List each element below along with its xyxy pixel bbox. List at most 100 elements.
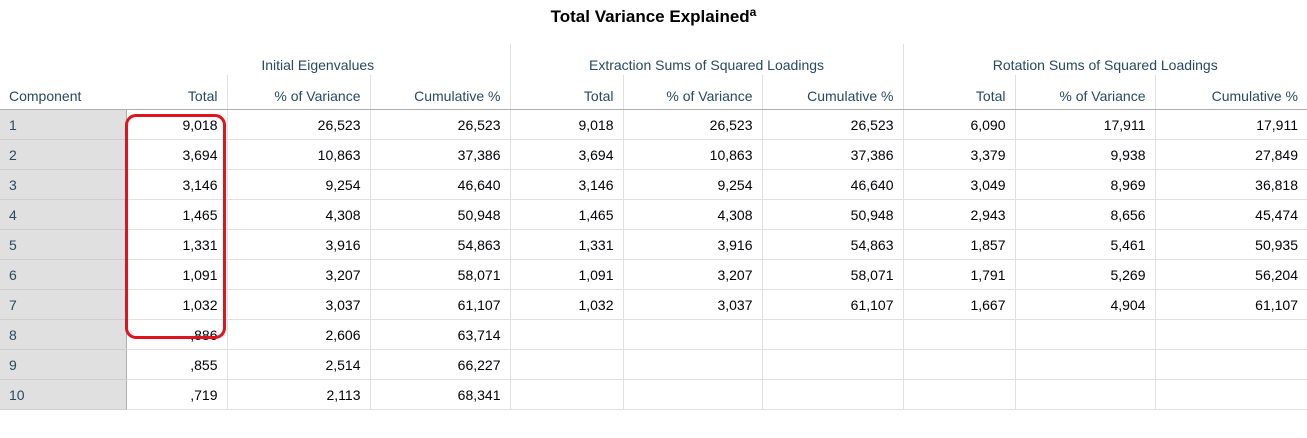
table-cell: 4,904 <box>1014 289 1155 320</box>
table-title: Total Variance Explaineda <box>0 4 1307 30</box>
table-cell: 3,037 <box>226 289 370 320</box>
table-cell: 61,107 <box>369 289 510 320</box>
table-cell <box>1014 349 1155 380</box>
table-cell: 54,863 <box>369 229 510 260</box>
table-row: 1 9,018 26,523 26,523 9,018 26,523 26,523 6,090… <box>0 109 1307 140</box>
table-cell: 26,523 <box>761 109 903 140</box>
group-header-extraction: Extraction Sums of Squared Loadings <box>509 44 903 75</box>
table-cell <box>761 379 903 410</box>
row-label-cell: 3 <box>0 169 126 200</box>
table-cell: 1,667 <box>902 289 1015 320</box>
table-cell: 37,386 <box>369 139 510 170</box>
table-cell: 9,018 <box>509 109 623 140</box>
table-row: 10,719 2,113 68,341 <box>0 379 1307 410</box>
table-cell <box>1154 349 1307 380</box>
table-cell <box>761 349 903 380</box>
table-cell <box>622 319 762 350</box>
table-body: 1 9,018 26,523 26,523 9,018 26,523 26,523 6,090… <box>0 109 1307 410</box>
table-cell <box>1154 319 1307 350</box>
table-cell: 66,227 <box>369 349 510 380</box>
table-title-text: Total Variance Explained <box>550 7 750 26</box>
table-cell: 3,379 <box>902 139 1015 170</box>
variance-table: Initial Eigenvalues Extraction Sums of S… <box>0 44 1307 410</box>
table-cell: 63,714 <box>369 319 510 350</box>
table-cell: 9,938 <box>1014 139 1155 170</box>
table-cell: 6,090 <box>902 109 1015 140</box>
table-cell: 5,461 <box>1014 229 1155 260</box>
table-cell: 50,948 <box>761 199 903 230</box>
table-cell: 4,308 <box>622 199 762 230</box>
table-cell: 50,935 <box>1154 229 1307 260</box>
group-header-row: Initial Eigenvalues Extraction Sums of S… <box>0 44 1307 75</box>
table-cell: 17,911 <box>1154 109 1307 140</box>
row-label-cell: 4 <box>0 199 126 230</box>
table-cell: 17,911 <box>1014 109 1155 140</box>
table-cell: 54,863 <box>761 229 903 260</box>
corner-cell <box>0 44 126 75</box>
table-cell <box>509 379 623 410</box>
table-cell: 26,523 <box>226 109 370 140</box>
table-cell <box>1154 379 1307 410</box>
table-cell: 50,948 <box>369 199 510 230</box>
table-cell: 8,969 <box>1014 169 1155 200</box>
table-cell: 3,916 <box>622 229 762 260</box>
table-cell: 2,113 <box>226 379 370 410</box>
sub-header-row: Component Total % of Variance Cumulative… <box>0 75 1307 110</box>
table-cell <box>902 379 1015 410</box>
table-cell <box>622 379 762 410</box>
group-header-rotation: Rotation Sums of Squared Loadings <box>902 44 1307 75</box>
column-header: Cumulative % <box>369 75 510 110</box>
table-cell: 26,523 <box>622 109 762 140</box>
column-header: % of Variance <box>622 75 762 110</box>
table-cell <box>902 349 1015 380</box>
table-cell: 4,308 <box>226 199 370 230</box>
table-cell: 1,091 <box>509 259 623 290</box>
table-cell: 2,514 <box>226 349 370 380</box>
table-cell: 5,269 <box>1014 259 1155 290</box>
table-cell: 3,916 <box>226 229 370 260</box>
table-cell <box>902 319 1015 350</box>
column-header: Total <box>902 75 1015 110</box>
row-label-cell: 5 <box>0 229 126 260</box>
table-cell: 45,474 <box>1154 199 1307 230</box>
table-cell: 58,071 <box>369 259 510 290</box>
table-header: Initial Eigenvalues Extraction Sums of S… <box>0 44 1307 110</box>
column-header: Total <box>509 75 623 110</box>
title-footnote-marker: a <box>749 5 757 19</box>
table-cell: 9,018 <box>125 109 227 140</box>
table-cell <box>509 319 623 350</box>
table-cell: 27,849 <box>1154 139 1307 170</box>
table-cell <box>1014 379 1155 410</box>
column-header: Total <box>126 75 227 110</box>
table-row: 5 1,331 3,916 54,863 1,331 3,916 54,863 1,857 5,… <box>0 229 1307 260</box>
table-cell: 68,341 <box>369 379 510 410</box>
row-label-cell: 6 <box>0 259 126 290</box>
table-cell: 3,694 <box>509 139 623 170</box>
table-row: 7 1,032 3,037 61,107 1,032 3,037 61,107 1,667 4,… <box>0 289 1307 320</box>
table-cell: 37,386 <box>761 139 903 170</box>
column-header: Cumulative % <box>761 75 903 110</box>
table-cell: 3,207 <box>226 259 370 290</box>
table-cell: 1,857 <box>902 229 1015 260</box>
table-cell: ,719 <box>125 379 227 410</box>
table-cell: 3,207 <box>622 259 762 290</box>
table-cell <box>761 319 903 350</box>
table-cell: 8,656 <box>1014 199 1155 230</box>
table-cell: 46,640 <box>369 169 510 200</box>
column-header: % of Variance <box>1014 75 1155 110</box>
table-row: 4 1,465 4,308 50,948 1,465 4,308 50,948 2,943 8,… <box>0 199 1307 230</box>
table-cell: 3,037 <box>622 289 762 320</box>
table-cell <box>622 349 762 380</box>
table-cell: 2,606 <box>226 319 370 350</box>
table-cell: 26,523 <box>369 109 510 140</box>
table-cell: 3,146 <box>509 169 623 200</box>
row-label-cell: 9 <box>0 349 126 380</box>
table-cell: 9,254 <box>622 169 762 200</box>
table-row: 2 3,694 10,863 37,386 3,694 10,863 37,386 3,379… <box>0 139 1307 170</box>
table-cell: 9,254 <box>226 169 370 200</box>
table-row: 6 1,091 3,207 58,071 1,091 3,207 58,071 1,791 5,… <box>0 259 1307 290</box>
table-cell: 1,032 <box>509 289 623 320</box>
table-cell: 1,331 <box>125 229 227 260</box>
group-header-initial: Initial Eigenvalues <box>261 57 375 73</box>
table-row: 8,886 2,606 63,714 <box>0 319 1307 350</box>
